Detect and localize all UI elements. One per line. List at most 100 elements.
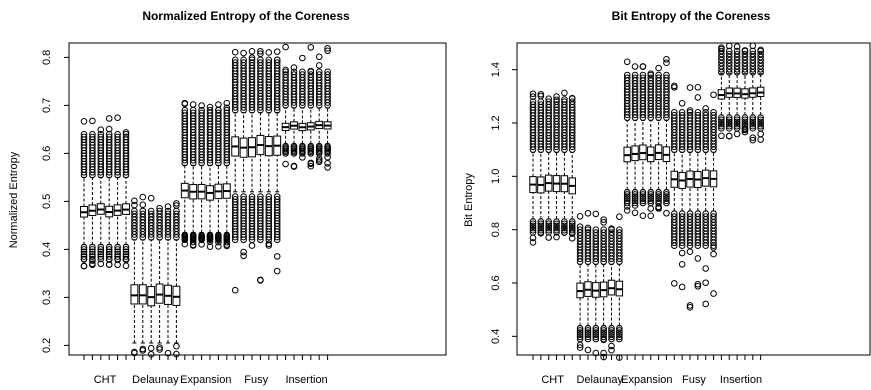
outlier-point [248, 47, 256, 55]
outlier-point [105, 115, 113, 122]
y-tick-label: 1.2 [490, 115, 502, 130]
outlier-point [671, 111, 678, 119]
box [214, 101, 223, 250]
outlier-point [616, 327, 623, 334]
outlier-point [623, 191, 631, 198]
outlier-point [655, 191, 662, 198]
outlier-point [537, 226, 545, 234]
outlier-point [97, 255, 105, 263]
box [670, 82, 679, 287]
box [239, 49, 248, 260]
outlier-point [553, 222, 560, 230]
outlier-point [97, 246, 105, 253]
outlier-point [198, 106, 205, 114]
box [155, 204, 164, 353]
outlier-point [623, 207, 631, 214]
outlier-point [725, 118, 733, 126]
box [717, 44, 726, 140]
outlier-point [139, 347, 147, 354]
outlier-point [290, 68, 298, 76]
outlier-point [639, 71, 647, 79]
outlier-point [215, 243, 222, 250]
box [725, 42, 733, 140]
outlier-point [105, 133, 113, 141]
outlier-point [608, 229, 615, 236]
outlier-point [757, 130, 764, 138]
outlier-point [671, 280, 678, 287]
outlier-point [663, 209, 670, 217]
outlier-point [282, 160, 289, 168]
outlier-point [686, 302, 694, 309]
outlier-point [189, 101, 197, 108]
outlier-point [231, 56, 239, 64]
outlier-point [694, 83, 702, 91]
outlier-point [623, 195, 631, 203]
outlier-point [307, 71, 315, 78]
outlier-point [282, 71, 289, 78]
box [264, 49, 273, 249]
x-category-label: Delaunay [576, 374, 623, 386]
outlier-point [608, 331, 615, 339]
outlier-point [647, 70, 655, 77]
box [80, 118, 88, 270]
outlier-point [147, 351, 155, 358]
outlier-point [686, 107, 694, 114]
outlier-point [324, 153, 331, 161]
outlier-point [694, 213, 702, 220]
box [206, 103, 214, 250]
outlier-point [584, 329, 592, 336]
outlier-point [89, 246, 96, 253]
outlier-point [89, 257, 96, 264]
outlier-point [122, 262, 130, 270]
outlier-point [616, 226, 623, 233]
outlier-point [307, 67, 315, 75]
outlier-point [686, 304, 694, 311]
outlier-point [608, 329, 615, 336]
outlier-point [678, 283, 686, 291]
outlier-point [164, 207, 172, 215]
outlier-point [553, 96, 560, 104]
outlier-point [139, 201, 147, 209]
outlier-point [631, 202, 639, 209]
outlier-point [223, 242, 231, 250]
outlier-point [173, 350, 180, 358]
outlier-point [131, 201, 138, 209]
outlier-point [718, 120, 725, 128]
outlier-point [80, 248, 88, 256]
outlier-point [749, 50, 757, 58]
outlier-point [663, 74, 670, 82]
outlier-point [694, 280, 702, 288]
outlier-point [702, 300, 710, 308]
outlier-point [529, 90, 537, 98]
outlier-point [702, 265, 710, 272]
outlier-point [623, 71, 631, 79]
outlier-point [710, 290, 717, 297]
outlier-point [608, 335, 615, 343]
outlier-point [105, 248, 113, 256]
outlier-point [718, 118, 725, 126]
box [529, 90, 537, 246]
outlier-point [273, 48, 281, 55]
outlier-point [663, 195, 670, 203]
x-category-label: CHT [541, 374, 564, 386]
outlier-point [80, 118, 88, 125]
outlier-point [710, 111, 717, 119]
box [694, 83, 702, 290]
box [180, 99, 189, 248]
box [560, 89, 569, 236]
outlier-point [114, 114, 121, 121]
outlier-point [663, 197, 670, 205]
plot-area: 0.2 0.3 0.4 0.5 0.6 0.7 0.8 CHT Delaunay Expansio… [41, 43, 332, 386]
outlier-point [122, 130, 130, 138]
outlier-point [741, 50, 749, 58]
outlier-point [181, 240, 189, 248]
outlier-point [290, 71, 298, 78]
outlier-point [576, 327, 584, 334]
outlier-point [600, 336, 607, 344]
outlier-point [561, 220, 568, 228]
outlier-point [97, 248, 105, 256]
outlier-point [561, 89, 568, 97]
outlier-point [131, 210, 138, 218]
outlier-point [553, 220, 560, 228]
outlier-point [231, 59, 239, 66]
